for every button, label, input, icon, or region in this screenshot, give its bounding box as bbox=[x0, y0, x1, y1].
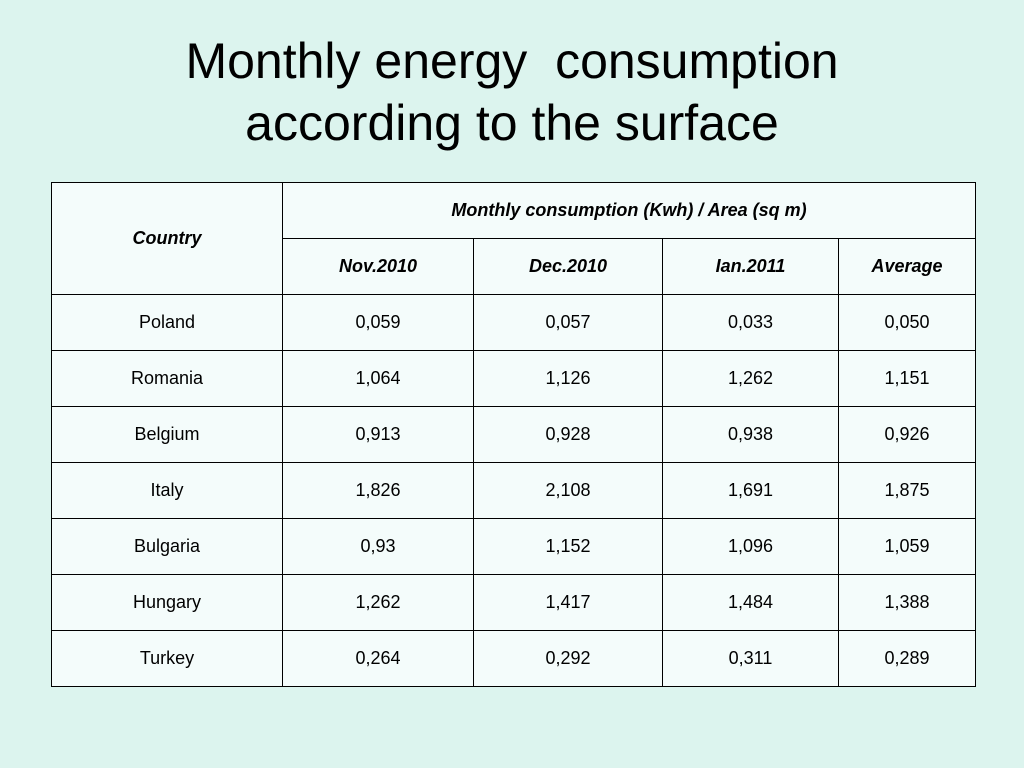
country-header: Country bbox=[51, 182, 283, 295]
value-cell: 0,289 bbox=[837, 630, 977, 687]
value-cell: 1,262 bbox=[662, 350, 839, 407]
table-row: Italy 1,826 2,108 1,691 1,875 bbox=[51, 462, 977, 519]
value-cell: 0,926 bbox=[837, 406, 977, 463]
value-cell: 0,057 bbox=[473, 294, 663, 351]
column-header: Average bbox=[837, 238, 977, 295]
table-row: Belgium 0,913 0,928 0,938 0,926 bbox=[51, 406, 977, 463]
value-cell: 1,151 bbox=[837, 350, 977, 407]
value-cell: 0,938 bbox=[662, 406, 839, 463]
header-row-group: Country Monthly consumption (Kwh) / Area… bbox=[51, 182, 977, 295]
table-row: Poland 0,059 0,057 0,033 0,050 bbox=[51, 294, 977, 351]
column-header: Nov.2010 bbox=[282, 238, 474, 295]
slide-title-line-1: Monthly energy consumption bbox=[185, 33, 839, 89]
slide-title-line-2: according to the surface bbox=[245, 95, 779, 151]
value-cell: 0,264 bbox=[282, 630, 474, 687]
consumption-table: Country Monthly consumption (Kwh) / Area… bbox=[51, 182, 977, 687]
value-cell: 0,050 bbox=[837, 294, 977, 351]
table-row: Bulgaria 0,93 1,152 1,096 1,059 bbox=[51, 518, 977, 575]
value-cell: 0,928 bbox=[473, 406, 663, 463]
value-cell: 1,388 bbox=[837, 574, 977, 631]
value-cell: 1,059 bbox=[837, 518, 977, 575]
value-cell: 1,484 bbox=[662, 574, 839, 631]
value-cell: 1,064 bbox=[282, 350, 474, 407]
value-cell: 2,108 bbox=[473, 462, 663, 519]
value-cell: 0,292 bbox=[473, 630, 663, 687]
value-cell: 0,93 bbox=[282, 518, 474, 575]
column-header: Ian.2011 bbox=[662, 238, 839, 295]
value-cell: 1,096 bbox=[662, 518, 839, 575]
country-cell: Italy bbox=[51, 462, 283, 519]
column-header: Dec.2010 bbox=[473, 238, 663, 295]
group-header: Monthly consumption (Kwh) / Area (sq m) bbox=[281, 182, 977, 239]
value-cell: 1,152 bbox=[473, 518, 663, 575]
country-cell: Romania bbox=[51, 350, 283, 407]
value-cell: 1,826 bbox=[282, 462, 474, 519]
header-row-columns: Nov.2010 Dec.2010 Ian.2011 Average bbox=[52, 238, 977, 295]
table-row: Turkey 0,264 0,292 0,311 0,289 bbox=[51, 630, 977, 687]
country-cell: Poland bbox=[51, 294, 283, 351]
country-cell: Hungary bbox=[51, 574, 283, 631]
table-row: Hungary 1,262 1,417 1,484 1,388 bbox=[51, 574, 977, 631]
value-cell: 1,875 bbox=[837, 462, 977, 519]
value-cell: 0,913 bbox=[282, 406, 474, 463]
value-cell: 1,691 bbox=[662, 462, 839, 519]
country-cell: Bulgaria bbox=[51, 518, 283, 575]
country-cell: Turkey bbox=[51, 630, 283, 687]
country-cell: Belgium bbox=[51, 406, 283, 463]
slide-title: Monthly energy consumption according to … bbox=[0, 30, 1024, 154]
value-cell: 1,262 bbox=[282, 574, 474, 631]
value-cell: 0,033 bbox=[662, 294, 839, 351]
value-cell: 1,126 bbox=[473, 350, 663, 407]
table-row: Romania 1,064 1,126 1,262 1,151 bbox=[51, 350, 977, 407]
value-cell: 0,059 bbox=[282, 294, 474, 351]
value-cell: 0,311 bbox=[662, 630, 839, 687]
value-cell: 1,417 bbox=[473, 574, 663, 631]
